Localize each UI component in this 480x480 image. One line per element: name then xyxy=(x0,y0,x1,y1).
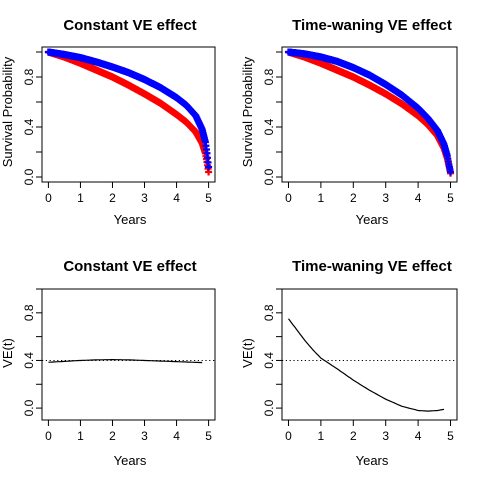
panel-constant-ve: Constant VE effect Years VE(t) 0 1 2 3 4 5 0.0… xyxy=(0,258,216,468)
x-axis: 0 1 2 3 4 5 xyxy=(285,419,454,443)
x-axis-label: Years xyxy=(356,453,389,468)
plot-frame xyxy=(281,288,458,421)
panel-waning-survival: Time-waning VE effect Years Survival Pro… xyxy=(240,17,458,227)
x-tick-label: 3 xyxy=(141,191,148,205)
y-tick-label: 0.4 xyxy=(262,352,276,369)
y-axis-label: Survival Probability xyxy=(240,56,255,167)
series-red xyxy=(44,48,213,176)
y-tick-label: 0.0 xyxy=(22,399,36,416)
x-axis: 0 1 2 3 4 5 xyxy=(285,181,454,205)
y-tick-label: 0.4 xyxy=(262,118,276,135)
x-tick-label: 4 xyxy=(415,191,422,205)
x-tick-label: 2 xyxy=(109,191,116,205)
y-axis-label: VE(t) xyxy=(0,338,15,368)
series-blue xyxy=(284,48,455,176)
y-tick-label: 0.0 xyxy=(22,168,36,185)
x-tick-label: 5 xyxy=(447,429,454,443)
x-axis: 0 1 2 3 4 5 xyxy=(45,181,212,205)
y-tick-label: 0.8 xyxy=(262,304,276,321)
panel-constant-survival: Constant VE effect Years Survival Probab… xyxy=(0,17,216,227)
panel-title: Constant VE effect xyxy=(63,17,196,34)
x-axis-label: Years xyxy=(356,212,389,227)
y-axis: 0.0 0.4 0.8 xyxy=(262,51,283,185)
x-tick-label: 3 xyxy=(382,429,389,443)
panel-title: Time-waning VE effect xyxy=(292,258,452,275)
panel-waning-ve: Time-waning VE effect Years VE(t) 0 1 2 3 4 5… xyxy=(240,258,458,468)
x-tick-label: 4 xyxy=(173,429,180,443)
panel-title: Constant VE effect xyxy=(63,258,196,275)
y-axis: 0.0 0.4 0.8 xyxy=(22,51,43,185)
x-tick-label: 3 xyxy=(382,191,389,205)
x-tick-label: 4 xyxy=(415,429,422,443)
x-tick-label: 1 xyxy=(77,191,84,205)
x-tick-label: 5 xyxy=(205,191,212,205)
plot-frame xyxy=(41,288,216,421)
y-tick-label: 0.8 xyxy=(22,68,36,85)
x-tick-label: 0 xyxy=(45,191,52,205)
x-axis-label: Years xyxy=(114,212,147,227)
x-tick-label: 1 xyxy=(77,429,84,443)
plot-frame xyxy=(281,46,458,183)
x-tick-label: 5 xyxy=(447,191,454,205)
panel-title: Time-waning VE effect xyxy=(292,17,452,34)
x-tick-label: 5 xyxy=(205,429,212,443)
y-axis: 0.0 0.4 0.8 xyxy=(22,288,43,416)
x-axis-label: Years xyxy=(114,453,147,468)
y-tick-label: 0.0 xyxy=(262,399,276,416)
y-tick-label: 0.4 xyxy=(22,352,36,369)
data-point xyxy=(447,168,455,176)
y-tick-label: 0.8 xyxy=(22,304,36,321)
plot-frame xyxy=(41,46,216,183)
series-blue xyxy=(44,48,213,171)
x-tick-label: 3 xyxy=(141,429,148,443)
x-tick-label: 0 xyxy=(285,191,292,205)
series-red xyxy=(284,48,455,177)
x-tick-label: 1 xyxy=(318,429,325,443)
y-tick-label: 0.0 xyxy=(262,168,276,185)
x-tick-label: 2 xyxy=(350,429,357,443)
y-tick-label: 0.4 xyxy=(22,118,36,135)
y-axis-label: Survival Probability xyxy=(0,56,15,167)
x-axis: 0 1 2 3 4 5 xyxy=(45,419,212,443)
x-tick-label: 2 xyxy=(109,429,116,443)
series-line xyxy=(48,359,203,364)
y-axis-label: VE(t) xyxy=(240,338,255,368)
x-tick-label: 1 xyxy=(318,191,325,205)
x-tick-label: 4 xyxy=(173,191,180,205)
x-tick-label: 2 xyxy=(350,191,357,205)
x-tick-label: 0 xyxy=(285,429,292,443)
data-point xyxy=(205,163,213,171)
series-line xyxy=(288,318,445,412)
x-tick-label: 0 xyxy=(45,429,52,443)
y-tick-label: 0.8 xyxy=(262,68,276,85)
y-axis: 0.0 0.4 0.8 xyxy=(262,288,283,416)
